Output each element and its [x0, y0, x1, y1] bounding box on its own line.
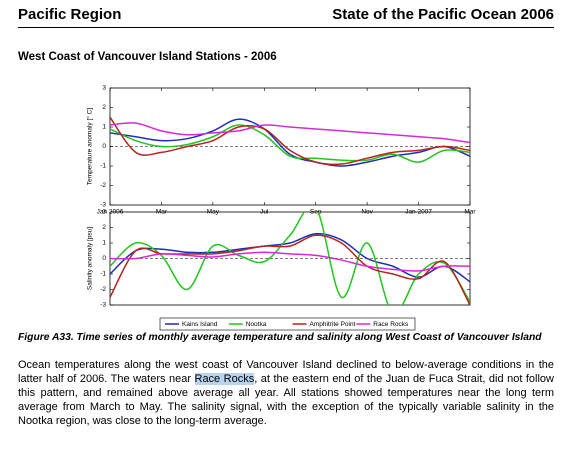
subtitle: West Coast of Vancouver Island Stations … — [18, 51, 277, 63]
y-axis-label: Temperature anomaly [° C] — [86, 108, 94, 186]
series-line — [110, 124, 470, 163]
series-line — [110, 232, 470, 283]
highlighted-text: Race Rocks — [194, 373, 255, 385]
series-line — [110, 212, 470, 305]
legend-label: Race Rocks — [373, 321, 409, 328]
legend-box — [159, 317, 416, 331]
y-tick-label: -1 — [100, 271, 106, 278]
series-line — [110, 234, 470, 305]
y-tick-label: -2 — [100, 182, 106, 189]
y-tick-label: -2 — [100, 286, 106, 293]
y-tick-label: 1 — [102, 124, 106, 131]
header-left: Pacific Region — [18, 6, 122, 23]
y-tick-label: 2 — [102, 224, 106, 231]
legend-label: Kains Island — [182, 321, 218, 328]
y-tick-label: -3 — [100, 202, 106, 209]
series-line — [110, 118, 470, 167]
plot-area — [110, 212, 470, 305]
y-tick-label: -3 — [100, 302, 106, 309]
y-tick-label: 3 — [102, 209, 106, 216]
plot-area — [110, 116, 470, 167]
header-rule — [18, 27, 554, 28]
y-tick-label: -1 — [100, 163, 106, 170]
series-line — [110, 122, 470, 144]
y-tick-label: 3 — [102, 85, 106, 92]
text: Ocean temperatures along the west coast … — [18, 359, 554, 385]
figure-caption: Figure A33. Time series of monthly avera… — [18, 332, 542, 343]
y-axis-label: Salinity anomaly [psu] — [87, 227, 94, 290]
series-line — [110, 116, 470, 166]
series-line — [110, 251, 470, 272]
y-tick-label: 0 — [102, 143, 106, 150]
legend-label: Amphitrite Point — [310, 321, 356, 328]
text: , at the eastern end of the Juan de Fuca… — [18, 373, 554, 427]
y-tick-label: 0 — [102, 255, 106, 262]
y-tick-label: 1 — [102, 240, 106, 247]
body-text: Ocean temperatures along the west coast … — [18, 358, 554, 428]
y-tick-label: 2 — [102, 104, 106, 111]
legend-label: Nootka — [246, 321, 267, 328]
header-right: State of the Pacific Ocean 2006 — [332, 6, 554, 23]
x-tick-label: Mar — [464, 209, 476, 216]
